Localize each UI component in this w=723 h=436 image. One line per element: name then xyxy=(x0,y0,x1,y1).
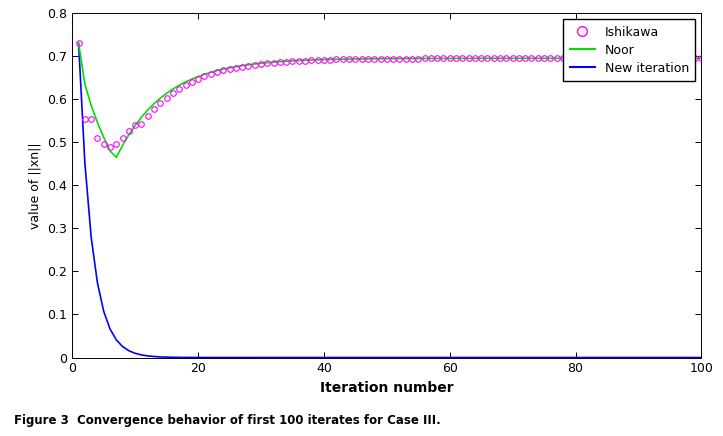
Text: Figure 3  Convergence behavior of first 100 iterates for Case III.: Figure 3 Convergence behavior of first 1… xyxy=(14,414,441,427)
X-axis label: Iteration number: Iteration number xyxy=(320,381,453,395)
Y-axis label: value of ||xn||: value of ||xn|| xyxy=(29,142,42,228)
Legend: Ishikawa, Noor, New iteration: Ishikawa, Noor, New iteration xyxy=(563,19,695,81)
